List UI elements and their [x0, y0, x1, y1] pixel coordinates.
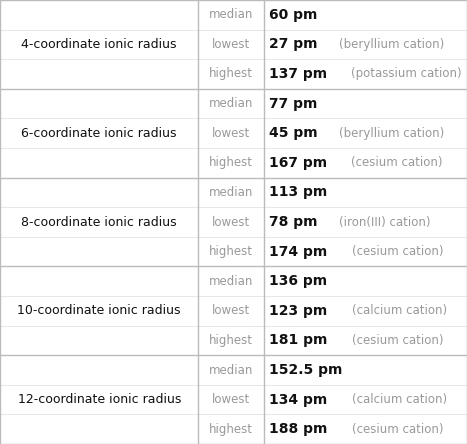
- Text: 27 pm: 27 pm: [269, 37, 318, 52]
- Text: 136 pm: 136 pm: [269, 274, 327, 288]
- Text: 77 pm: 77 pm: [269, 97, 318, 111]
- Text: 152.5 pm: 152.5 pm: [269, 363, 343, 377]
- Text: (potassium cation): (potassium cation): [352, 67, 462, 80]
- Text: (iron(III) cation): (iron(III) cation): [339, 215, 431, 229]
- Text: 167 pm: 167 pm: [269, 156, 327, 170]
- Text: (calcium cation): (calcium cation): [352, 393, 447, 406]
- Text: (cesium cation): (cesium cation): [352, 334, 443, 347]
- Text: 174 pm: 174 pm: [269, 245, 328, 258]
- Text: 78 pm: 78 pm: [269, 215, 318, 229]
- Text: highest: highest: [209, 334, 253, 347]
- Text: median: median: [209, 97, 254, 110]
- Text: (beryllium cation): (beryllium cation): [339, 38, 444, 51]
- Text: median: median: [209, 186, 254, 199]
- Text: 45 pm: 45 pm: [269, 126, 318, 140]
- Text: lowest: lowest: [212, 304, 250, 317]
- Text: highest: highest: [209, 423, 253, 436]
- Text: (calcium cation): (calcium cation): [352, 304, 447, 317]
- Text: 123 pm: 123 pm: [269, 304, 328, 318]
- Text: 113 pm: 113 pm: [269, 186, 328, 199]
- Text: (cesium cation): (cesium cation): [352, 423, 443, 436]
- Text: lowest: lowest: [212, 127, 250, 140]
- Text: 10-coordinate ionic radius: 10-coordinate ionic radius: [17, 304, 181, 317]
- Text: 188 pm: 188 pm: [269, 422, 328, 436]
- Text: 12-coordinate ionic radius: 12-coordinate ionic radius: [18, 393, 181, 406]
- Text: lowest: lowest: [212, 393, 250, 406]
- Text: lowest: lowest: [212, 38, 250, 51]
- Text: 181 pm: 181 pm: [269, 333, 328, 347]
- Text: (cesium cation): (cesium cation): [352, 245, 443, 258]
- Text: lowest: lowest: [212, 215, 250, 229]
- Text: 8-coordinate ionic radius: 8-coordinate ionic radius: [21, 215, 177, 229]
- Text: median: median: [209, 8, 254, 21]
- Text: highest: highest: [209, 67, 253, 80]
- Text: (cesium cation): (cesium cation): [352, 156, 443, 169]
- Text: (beryllium cation): (beryllium cation): [339, 127, 445, 140]
- Text: 60 pm: 60 pm: [269, 8, 318, 22]
- Text: highest: highest: [209, 156, 253, 169]
- Text: 4-coordinate ionic radius: 4-coordinate ionic radius: [21, 38, 177, 51]
- Text: 137 pm: 137 pm: [269, 67, 327, 81]
- Text: 134 pm: 134 pm: [269, 392, 328, 407]
- Text: median: median: [209, 364, 254, 377]
- Text: highest: highest: [209, 245, 253, 258]
- Text: median: median: [209, 275, 254, 288]
- Text: 6-coordinate ionic radius: 6-coordinate ionic radius: [21, 127, 177, 140]
